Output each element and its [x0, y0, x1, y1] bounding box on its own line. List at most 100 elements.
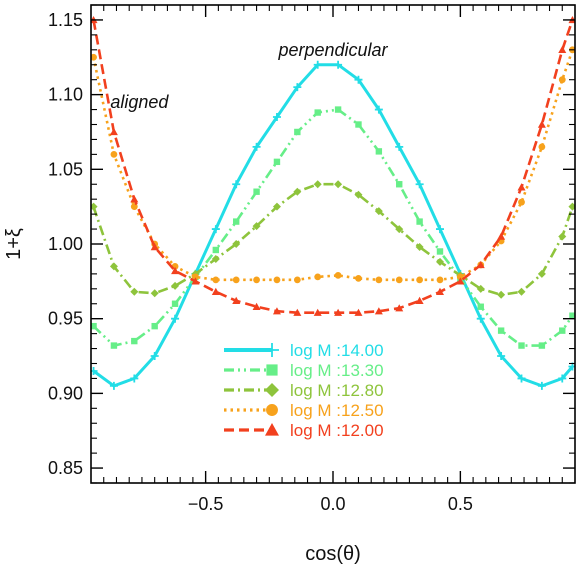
- data-point: [415, 180, 424, 189]
- y-tick-label: 1.05: [48, 159, 83, 179]
- data-point: [476, 284, 485, 293]
- data-point: [110, 342, 118, 349]
- data-point: [476, 260, 485, 269]
- data-point: [171, 281, 180, 290]
- data-point: [293, 187, 302, 196]
- data-point: [150, 242, 159, 251]
- data-point: [497, 290, 506, 299]
- data-point: [313, 60, 322, 69]
- data-point: [537, 381, 546, 390]
- data-point: [211, 254, 220, 263]
- annotation-perpendicular: perpendicular: [277, 40, 388, 60]
- data-point: [91, 322, 97, 330]
- data-point: [395, 225, 404, 234]
- data-point: [252, 222, 261, 231]
- data-point: [334, 271, 342, 279]
- data-point: [477, 303, 484, 310]
- data-point: [334, 308, 343, 316]
- series-line: [92, 108, 574, 347]
- data-point: [232, 240, 241, 248]
- legend-marker: [266, 364, 278, 376]
- data-point: [395, 304, 404, 312]
- data-point: [109, 262, 118, 271]
- series-line: [92, 49, 574, 282]
- data-point: [211, 287, 220, 295]
- data-point: [558, 76, 566, 84]
- data-point: [558, 45, 567, 54]
- data-point: [334, 106, 342, 113]
- data-point: [109, 381, 118, 390]
- data-point: [191, 277, 200, 285]
- data-point: [518, 342, 525, 349]
- data-point: [537, 120, 546, 128]
- data-point: [151, 322, 158, 330]
- data-point: [253, 276, 260, 284]
- data-point: [150, 352, 159, 361]
- data-point: [293, 308, 302, 316]
- data-point: [273, 276, 281, 284]
- data-point: [518, 198, 525, 206]
- data-point: [497, 352, 506, 361]
- data-point: [374, 105, 383, 114]
- data-point: [416, 276, 424, 284]
- data-point: [232, 180, 241, 189]
- legend-item: log M :13.30: [224, 361, 384, 380]
- data-point: [415, 242, 424, 251]
- legend-label: log M :12.80: [290, 381, 384, 400]
- series-2: [91, 180, 575, 299]
- data-point: [252, 142, 261, 151]
- legend-marker: [265, 383, 279, 397]
- data-point: [91, 202, 98, 211]
- data-point: [192, 273, 199, 281]
- y-tick-label: 1.10: [48, 85, 83, 105]
- data-point: [416, 218, 423, 225]
- data-point: [456, 277, 465, 285]
- data-point: [313, 308, 322, 316]
- data-point: [293, 276, 301, 284]
- data-point: [396, 181, 403, 188]
- legend-label: log M :12.50: [290, 401, 384, 420]
- x-axis-label: cos(θ): [305, 543, 361, 565]
- y-tick-label: 1.00: [48, 234, 83, 254]
- y-tick-label: 1.15: [48, 10, 83, 30]
- data-point: [558, 232, 567, 241]
- data-point: [233, 218, 240, 225]
- legend-label: log M :13.30: [290, 361, 384, 380]
- data-point: [232, 276, 240, 284]
- data-point: [272, 202, 281, 211]
- data-point: [294, 128, 301, 136]
- data-point: [374, 207, 383, 216]
- data-point: [130, 203, 138, 211]
- data-point: [334, 180, 343, 189]
- data-point: [395, 276, 403, 284]
- data-point: [375, 276, 383, 284]
- data-point: [436, 276, 444, 284]
- series-3: [91, 46, 575, 284]
- data-point: [253, 188, 260, 195]
- legend-marker: [265, 423, 279, 436]
- data-point: [568, 202, 575, 211]
- y-tick-label: 0.90: [48, 383, 83, 403]
- data-point: [558, 374, 567, 383]
- x-tick-label: 0.5: [448, 494, 473, 514]
- data-point: [314, 273, 322, 281]
- data-point: [171, 314, 180, 323]
- data-point: [517, 374, 526, 383]
- y-axis-label: 1+ξ: [3, 228, 25, 260]
- data-point: [131, 337, 138, 345]
- axis-tick-labels: 0.85 0.90 0.95 1.00 1.05 1.10 1.15 −0.5 0.0 0.5: [48, 10, 473, 514]
- data-point: [314, 109, 321, 116]
- data-point: [497, 327, 505, 334]
- data-point: [517, 287, 526, 296]
- series-4: [91, 15, 575, 316]
- data-point: [569, 312, 575, 319]
- data-point: [538, 143, 546, 151]
- data-point: [171, 300, 179, 307]
- data-point: [313, 180, 322, 189]
- data-point: [273, 158, 281, 166]
- series-1: [91, 106, 575, 349]
- data-point: [436, 248, 444, 255]
- data-point: [171, 266, 180, 275]
- data-point: [130, 374, 139, 383]
- data-point: [109, 127, 118, 136]
